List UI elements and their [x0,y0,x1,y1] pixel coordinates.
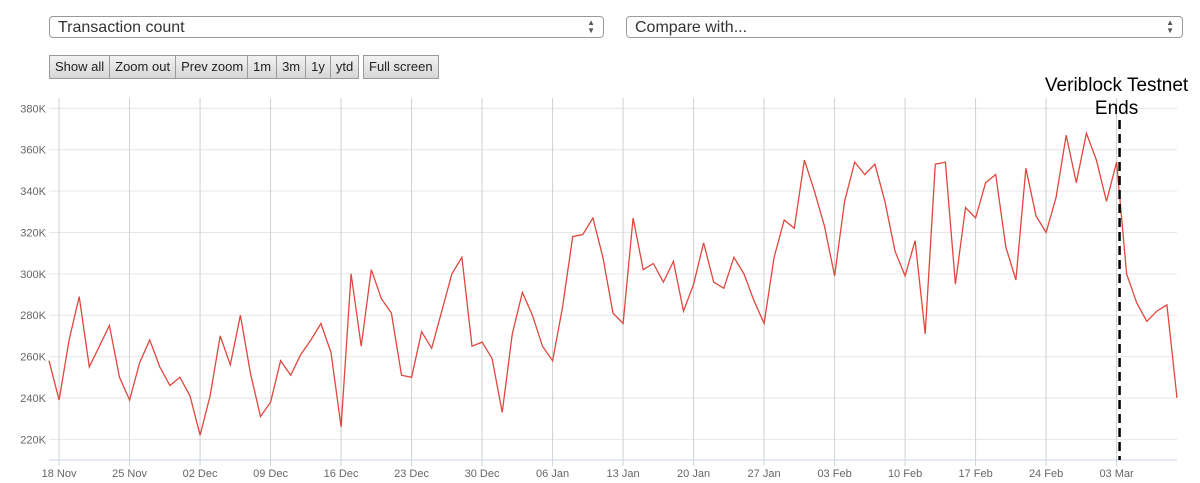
y-tick-label: 260K [20,352,46,364]
range-1y-button[interactable]: 1y [306,56,331,78]
y-tick-label: 360K [20,145,46,157]
x-axis: 18 Nov 25 Nov 02 Dec 09 Dec 16 Dec 23 Dec 30 D… [42,459,1177,480]
range-button-group: 1m 3m 1y ytd [247,55,360,79]
y-tick-label: 280K [20,310,46,322]
x-tick-label: 24 Feb [1029,468,1063,480]
compare-select[interactable]: Compare with... ▲ ▼ [626,16,1183,38]
fullscreen-button-group: Full screen [363,55,439,79]
y-tick-label: 340K [20,186,46,198]
x-tick-label: 18 Nov [42,468,77,480]
annotation-label-line1: Veriblock Testnet [1045,75,1189,96]
compare-select-value: Compare with... [635,19,748,36]
grid-layer [49,98,1177,460]
x-tick-label: 30 Dec [465,468,500,480]
x-tick-label: 13 Jan [607,468,640,480]
x-tick-label: 03 Mar [1099,468,1134,480]
y-tick-label: 240K [20,393,46,405]
select-arrows-icon: ▲ ▼ [1166,18,1174,35]
y-tick-label: 220K [20,434,46,446]
select-arrows-icon: ▲ ▼ [587,18,595,35]
zoom-out-button[interactable]: Zoom out [110,56,177,78]
prev-zoom-button[interactable]: Prev zoom [176,56,249,78]
y-tick-label: 380K [20,103,46,115]
y-axis: 220K 240K 260K 280K 300K 320K 340K 360K 380K [20,103,46,446]
metric-select-value: Transaction count [58,19,185,36]
x-tick-label: 06 Jan [536,468,569,480]
x-tick-label: 02 Dec [183,468,218,480]
x-tick-label: 10 Feb [888,468,922,480]
zoom-button-group: Show all Zoom out Prev zoom [49,55,250,79]
transaction-count-line [48,130,1178,436]
full-screen-button[interactable]: Full screen [364,56,438,78]
x-tick-label: 09 Dec [253,468,288,480]
range-3m-button[interactable]: 3m [277,56,307,78]
range-ytd-button[interactable]: ytd [330,56,359,78]
show-all-button[interactable]: Show all [50,56,111,78]
range-1m-button[interactable]: 1m [248,56,278,78]
x-tick-label: 20 Jan [677,468,710,480]
y-tick-label: 320K [20,227,46,239]
metric-select[interactable]: Transaction count ▲ ▼ [49,16,604,38]
x-tick-label: 03 Feb [817,468,851,480]
x-tick-label: 16 Dec [324,468,359,480]
y-tick-label: 300K [20,269,46,281]
x-tick-label: 17 Feb [958,468,992,480]
annotation-label-line2: Ends [1095,98,1138,119]
x-tick-label: 25 Nov [112,468,147,480]
x-tick-label: 23 Dec [394,468,429,480]
x-tick-label: 27 Jan [748,468,781,480]
